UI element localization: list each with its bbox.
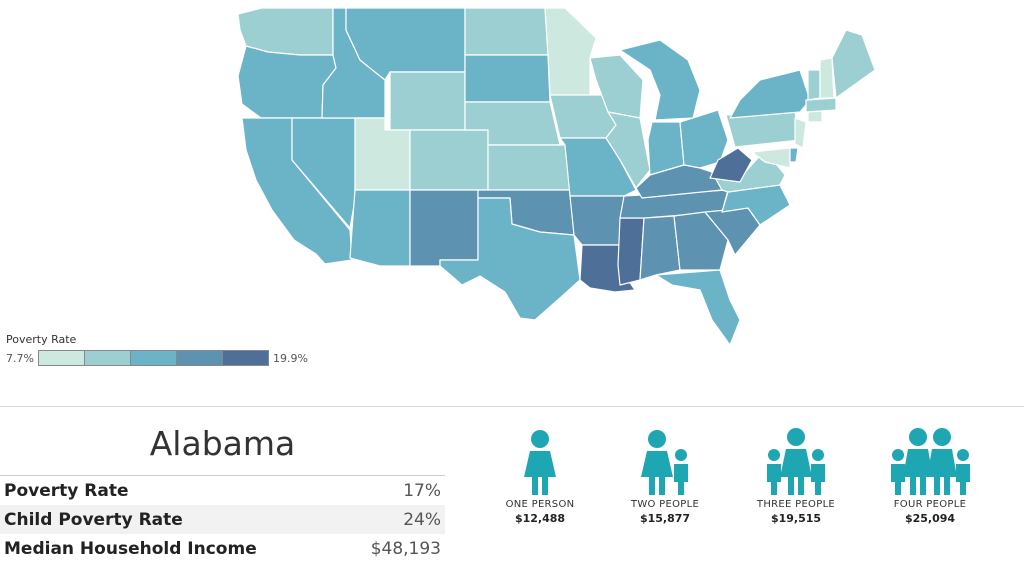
state-florida[interactable] — [655, 269, 741, 346]
state-illinois[interactable] — [605, 111, 651, 189]
threshold-value: $19,515 — [770, 512, 822, 525]
stat-value: 17% — [403, 480, 441, 501]
state-new-mexico[interactable] — [409, 189, 479, 267]
state-georgia[interactable] — [673, 211, 729, 271]
state-new-hampshire[interactable] — [819, 57, 835, 99]
us-map-area: Poverty Rate 7.7% 19.9% — [6, 7, 876, 366]
state-wyoming[interactable] — [389, 71, 466, 131]
stat-label: Child Poverty Rate — [4, 509, 183, 530]
legend: Poverty Rate 7.7% 19.9% — [6, 333, 308, 366]
state-west-virginia[interactable] — [709, 147, 753, 183]
legend-max-label: 19.9% — [272, 351, 308, 365]
threshold-two-people: TWO PEOPLE $15,877 — [605, 425, 725, 525]
section-divider — [0, 406, 1024, 407]
legend-swatch — [222, 351, 268, 365]
legend-swatch — [176, 351, 223, 365]
us-choropleth-map — [237, 7, 876, 346]
threshold-label: ONE PERSON — [505, 499, 575, 510]
threshold-one-person: ONE PERSON $12,488 — [480, 425, 600, 525]
threshold-label: FOUR PEOPLE — [893, 499, 967, 510]
poverty-thresholds: ONE PERSON $12,488 TWO PEOPLE $15,877 — [480, 425, 1020, 545]
state-new-jersey[interactable] — [794, 117, 807, 149]
state-arkansas[interactable] — [569, 195, 625, 246]
state-maine[interactable] — [831, 29, 876, 99]
state-alabama[interactable] — [639, 215, 681, 281]
legend-swatches — [37, 350, 269, 366]
stat-label: Poverty Rate — [4, 480, 129, 501]
selected-state-name: Alabama — [149, 424, 296, 463]
state-oregon[interactable] — [237, 45, 337, 119]
stat-label: Median Household Income — [4, 538, 257, 559]
legend-title: Poverty Rate — [6, 333, 77, 346]
threshold-value: $12,488 — [514, 512, 566, 525]
state-kentucky[interactable] — [635, 164, 723, 199]
threshold-label: TWO PEOPLE — [630, 499, 700, 510]
state-maryland[interactable] — [751, 147, 791, 169]
person-icon — [524, 430, 556, 495]
family-icon — [767, 428, 825, 495]
state-texas[interactable] — [439, 197, 581, 321]
stat-row-child-poverty-rate: Child Poverty Rate 24% — [0, 505, 445, 534]
state-minnesota[interactable] — [544, 7, 597, 96]
state-massachusetts[interactable] — [805, 97, 837, 113]
threshold-value: $25,094 — [904, 512, 956, 525]
legend-min-label: 7.7% — [6, 351, 34, 365]
legend-swatch — [84, 351, 131, 365]
state-north-dakota[interactable] — [464, 7, 549, 56]
threshold-four-people: FOUR PEOPLE $25,094 — [870, 425, 990, 525]
legend-swatch — [38, 351, 85, 365]
legend-swatch — [130, 351, 177, 365]
state-south-dakota[interactable] — [464, 54, 551, 103]
stat-row-poverty-rate: Poverty Rate 17% — [0, 476, 445, 505]
family-icon — [891, 428, 970, 495]
threshold-three-people: THREE PEOPLE $19,515 — [736, 425, 856, 525]
state-delaware[interactable] — [789, 147, 799, 163]
state-new-york[interactable] — [729, 69, 811, 119]
threshold-label: THREE PEOPLE — [756, 499, 836, 510]
stat-value: $48,193 — [370, 538, 441, 559]
state-colorado[interactable] — [409, 129, 489, 191]
state-stats-table: Poverty Rate 17% Child Poverty Rate 24% … — [0, 475, 445, 563]
stat-value: 24% — [403, 509, 441, 530]
state-vermont[interactable] — [807, 69, 821, 101]
threshold-value: $15,877 — [639, 512, 691, 525]
state-kansas[interactable] — [487, 144, 571, 191]
state-arizona[interactable] — [349, 189, 411, 267]
family-icon — [641, 430, 688, 495]
stat-row-median-household-income: Median Household Income $48,193 — [0, 534, 445, 563]
